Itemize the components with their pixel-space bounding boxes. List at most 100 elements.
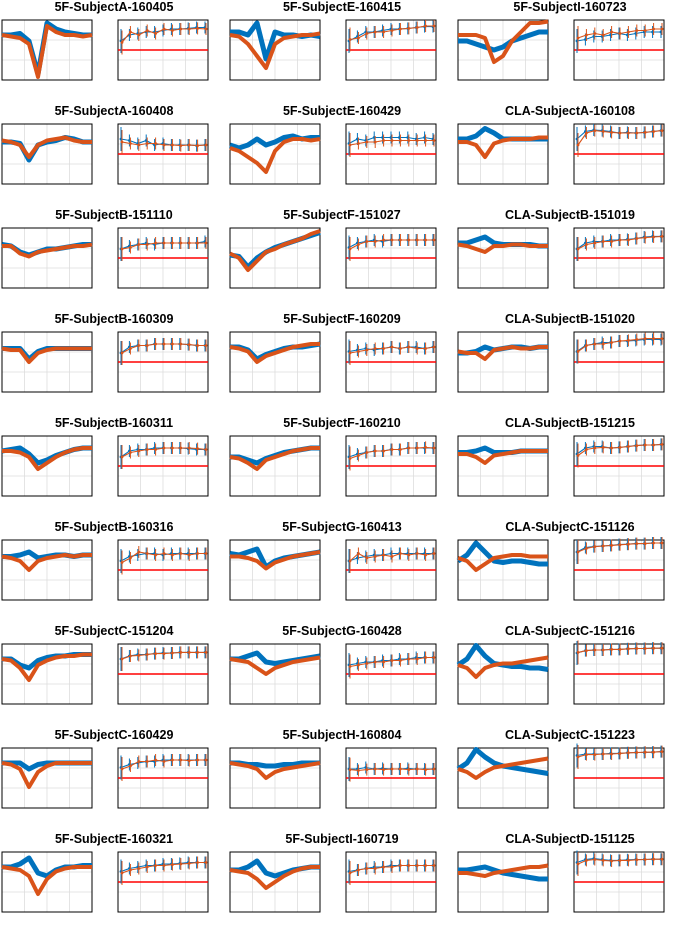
errorbar-point-orange (204, 651, 208, 654)
errorbar-point-orange (643, 542, 647, 545)
errorbar-point-orange (129, 451, 132, 454)
errorbar-point-orange (407, 446, 411, 450)
errorbar-point-orange (643, 131, 647, 134)
errorbar-point-orange (627, 751, 630, 755)
errorbar-point-orange (415, 26, 419, 29)
axes-box (457, 19, 549, 81)
axes-box (457, 851, 549, 913)
errorbar-point-orange (204, 241, 208, 245)
errorbar-point-orange (643, 858, 647, 861)
errorbar-point-orange (357, 350, 360, 353)
errorbar-point-orange (171, 29, 174, 32)
errorbar-point-orange (585, 243, 588, 246)
errorbar-axes (117, 747, 209, 809)
errorbar-point-orange (576, 350, 580, 353)
errorbar-axes (573, 123, 665, 185)
errorbar-point-orange (145, 29, 149, 32)
axes-box (457, 747, 549, 809)
errorbar-point-orange (627, 542, 630, 546)
errorbar-point-orange (154, 652, 157, 655)
axes-box (457, 123, 549, 185)
errorbar-point-orange (373, 449, 377, 453)
trace-axes (456, 643, 549, 705)
errorbar-point-orange (432, 139, 436, 142)
trace-axes (229, 851, 321, 913)
errorbar-point-orange (120, 561, 124, 564)
errorbar-point-orange (652, 541, 655, 545)
trace-axes (1, 227, 93, 289)
errorbar-point-orange (627, 339, 630, 342)
errorbar-point-orange (162, 652, 166, 655)
errorbar-point-orange (154, 758, 157, 762)
errorbar-point-orange (618, 752, 622, 755)
errorbar-point-orange (601, 130, 605, 133)
errorbar-point-orange (129, 30, 132, 34)
errorbar-point-orange (635, 751, 639, 754)
errorbar-point-orange (179, 651, 183, 654)
errorbar-point-orange (129, 556, 132, 560)
errorbar-point-orange (424, 139, 427, 142)
errorbar-axes (573, 743, 665, 809)
errorbar-point-orange (373, 767, 377, 771)
trace-line-orange (1, 761, 92, 789)
trace-axes (229, 643, 321, 705)
trace-axes (1, 435, 93, 497)
panel-title: 5F-SubjectF-160210 (283, 416, 401, 430)
errorbar-point-orange (652, 857, 655, 861)
errorbar-point-orange (660, 857, 664, 861)
errorbar-point-orange (576, 36, 580, 40)
panel-title: 5F-SubjectF-151027 (283, 208, 401, 222)
errorbar-point-orange (660, 443, 664, 446)
errorbar-point-orange (162, 27, 166, 31)
errorbar-axes (345, 227, 437, 289)
trace-axes (457, 331, 549, 393)
errorbar-point-orange (652, 337, 655, 340)
errorbar-point-orange (145, 142, 149, 145)
panel-title: 5F-SubjectE-160415 (282, 0, 402, 14)
trace-axes (456, 747, 549, 809)
axes-box (229, 435, 321, 497)
trace-line-orange (1, 346, 92, 364)
errorbar-axes (345, 539, 437, 601)
trace-line-orange (2, 446, 92, 471)
errorbar-axes (345, 435, 437, 497)
errorbar-point-orange (399, 552, 402, 555)
errorbar-axes (117, 123, 209, 185)
axes-box (229, 19, 321, 81)
errorbar-point-orange (593, 32, 597, 35)
errorbar-point-orange (610, 544, 613, 547)
errorbar-point-orange (643, 29, 647, 32)
errorbar-point-orange (618, 238, 622, 242)
errorbar-point-orange (390, 555, 394, 558)
errorbar-point-orange (120, 657, 124, 661)
errorbar-point-orange (585, 859, 588, 862)
errorbar-axes (117, 851, 209, 913)
trace-line-orange (229, 865, 320, 890)
errorbar-point-orange (357, 454, 360, 457)
panel-title: 5F-SubjectG-160413 (282, 520, 402, 534)
trace-line-orange (229, 31, 321, 70)
errorbar-point-orange (179, 27, 183, 31)
errorbar-point-orange (137, 344, 141, 347)
errorbar-point-orange (382, 865, 385, 869)
errorbar-point-orange (187, 553, 191, 557)
errorbar-point-orange (373, 660, 377, 664)
errorbar-point-orange (652, 750, 655, 754)
errorbar-point-orange (187, 759, 191, 762)
errorbar-point-orange (635, 237, 639, 240)
errorbar-point-orange (415, 238, 419, 242)
errorbar-point-orange (145, 760, 149, 763)
errorbar-axes (345, 331, 437, 393)
errorbar-point-orange (432, 345, 436, 349)
axes-box (229, 539, 321, 601)
errorbar-point-orange (137, 867, 141, 870)
errorbar-point-orange (171, 758, 174, 762)
axes-box (1, 539, 93, 601)
errorbar-point-orange (432, 656, 436, 659)
errorbar-point-orange (145, 243, 149, 246)
errorbar-axes (117, 331, 209, 393)
axes-box (1, 331, 93, 393)
errorbar-point-orange (196, 861, 199, 864)
errorbar-point-orange (196, 447, 199, 450)
